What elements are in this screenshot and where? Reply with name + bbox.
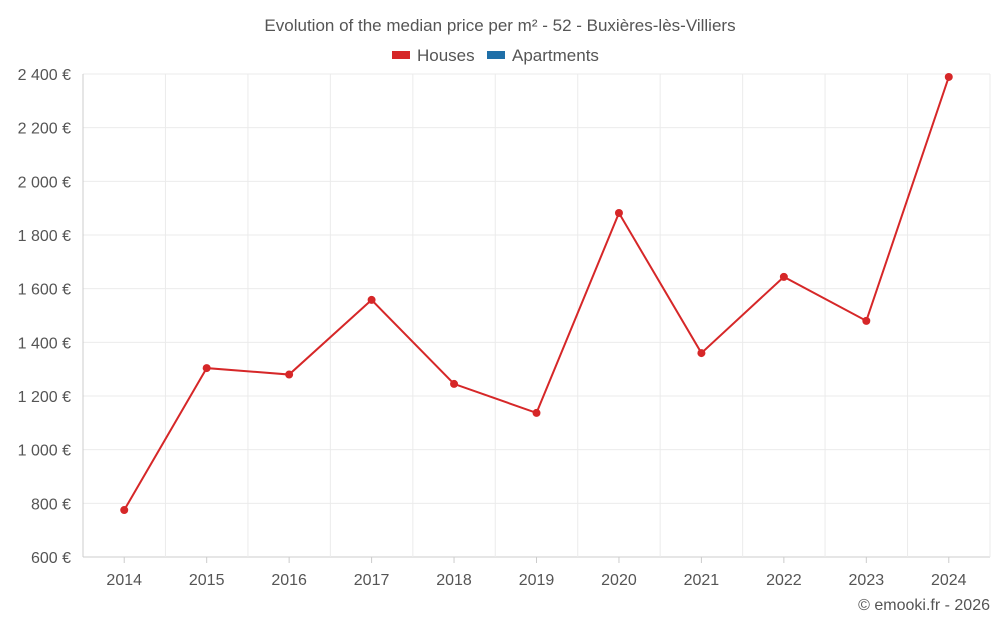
data-point-2021 [697, 349, 706, 358]
data-point-2022 [779, 272, 788, 281]
x-tick-label: 2018 [436, 572, 472, 589]
x-tick-label: 2020 [601, 572, 637, 589]
legend-label-houses[interactable]: Houses [417, 46, 475, 65]
x-tick-label: 2023 [849, 572, 885, 589]
x-tick-label: 2019 [519, 572, 555, 589]
data-point-2024 [944, 72, 953, 81]
x-tick-label: 2024 [931, 572, 967, 589]
x-tick-label: 2017 [354, 572, 390, 589]
legend: Houses Apartments [392, 46, 599, 65]
x-tick-label: 2022 [766, 572, 802, 589]
data-point-2023 [862, 316, 871, 325]
data-point-2019 [532, 408, 541, 417]
x-tick-label: 2015 [189, 572, 225, 589]
y-tick-label: 2 200 € [18, 121, 71, 138]
y-tick-label: 1 400 € [18, 335, 71, 352]
y-tick-label: 600 € [31, 550, 71, 567]
x-tick-label: 2014 [106, 572, 142, 589]
y-tick-label: 1 600 € [18, 282, 71, 299]
legend-swatch-houses [392, 51, 410, 59]
x-tick-label: 2021 [684, 572, 720, 589]
data-point-2017 [367, 295, 376, 304]
y-tick-label: 1 800 € [18, 228, 71, 245]
data-point-2018 [450, 379, 459, 388]
legend-swatch-apartments [487, 51, 505, 59]
data-point-2020 [614, 208, 623, 217]
x-tick-label: 2016 [271, 572, 307, 589]
chart-title: Evolution of the median price per m² - 5… [264, 16, 735, 35]
data-point-2016 [285, 370, 294, 379]
data-point-2014 [120, 506, 129, 515]
y-tick-label: 1 000 € [18, 443, 71, 460]
credit-text: © emooki.fr - 2026 [858, 597, 990, 614]
data-point-2015 [202, 364, 211, 373]
y-tick-label: 1 200 € [18, 389, 71, 406]
legend-label-apartments[interactable]: Apartments [512, 46, 599, 65]
y-tick-label: 2 400 € [18, 67, 71, 84]
y-tick-label: 800 € [31, 496, 71, 513]
y-tick-label: 2 000 € [18, 174, 71, 191]
